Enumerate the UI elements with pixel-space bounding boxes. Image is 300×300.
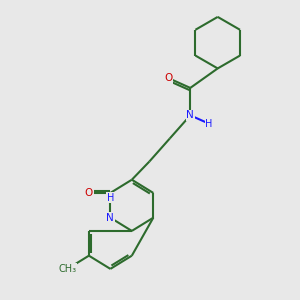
- Text: H: H: [107, 193, 114, 203]
- Text: N: N: [106, 213, 114, 223]
- Text: CH₃: CH₃: [58, 264, 76, 274]
- Text: H: H: [205, 118, 212, 129]
- Text: N: N: [186, 110, 194, 120]
- Text: O: O: [164, 73, 172, 83]
- Text: O: O: [85, 188, 93, 198]
